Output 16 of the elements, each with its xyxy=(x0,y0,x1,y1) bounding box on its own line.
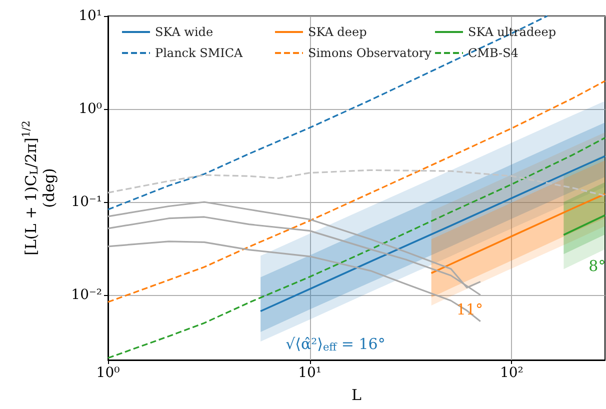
legend-label: SKA deep xyxy=(308,25,368,39)
annotation: 11° xyxy=(456,300,483,318)
x-tick-label: 10⁰ xyxy=(96,365,120,381)
y-tick-label: 10⁻² xyxy=(71,286,102,303)
x-tick-label: 10¹ xyxy=(298,365,322,381)
legend-label: Simons Observatory xyxy=(308,46,432,60)
y-tick-label: 10⁰ xyxy=(78,101,102,117)
y-tick-label: 10⁻¹ xyxy=(71,194,102,210)
legend-label: CMB-S4 xyxy=(468,46,519,60)
annotation: √⟨α̂²⟩eff = 16° xyxy=(286,335,386,354)
y-tick-label: 10¹ xyxy=(78,8,102,24)
x-tick-label: 10² xyxy=(500,365,524,381)
x-axis-title: L xyxy=(352,386,362,404)
legend-label: Planck SMICA xyxy=(155,46,244,60)
annotation: 8° xyxy=(588,257,606,276)
legend-label: SKA wide xyxy=(155,25,214,39)
